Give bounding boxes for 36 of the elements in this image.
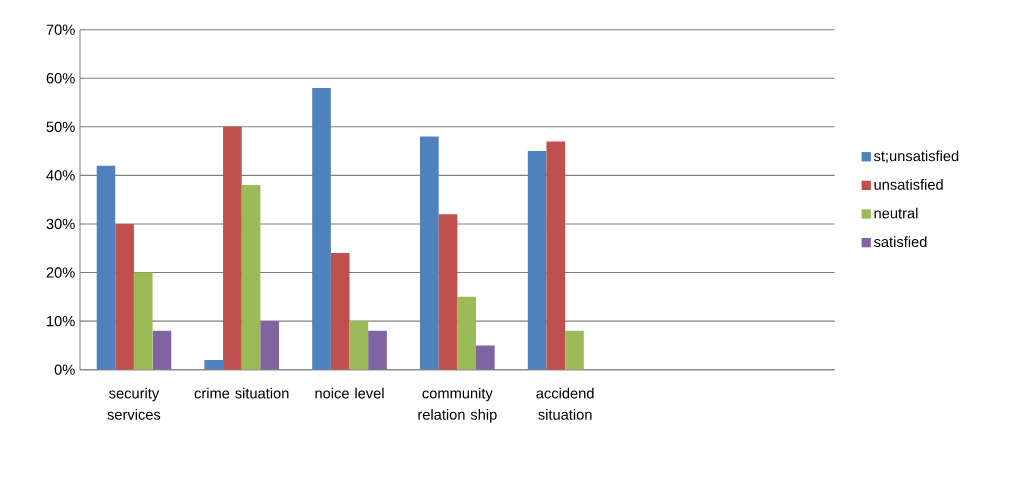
y-tick-label: 60% [46,73,75,84]
legend-label: neutral [874,207,918,219]
bar [476,345,495,370]
bar [420,136,439,370]
bar [260,321,280,370]
bar [527,151,547,370]
legend-label: satisfied [873,236,927,248]
bar [457,296,476,370]
y-tick-label: 40% [46,170,75,181]
x-tick-label: crime situation [194,387,289,399]
y-tick-label: 20% [46,267,75,278]
legend-label: unsatisfied [874,179,943,190]
bar [204,359,224,370]
x-tick-label: community relation ship [418,387,497,423]
x-tick-label: security services [107,387,161,420]
bar [312,87,331,370]
bar [152,330,172,370]
y-tick-label: 30% [46,218,75,230]
legend-label: st;unsatisfied [873,150,959,163]
bar [546,141,566,370]
bar [133,272,153,370]
x-tick-label: noice level [315,387,384,399]
x-tick-label: accidend situation [536,387,594,420]
bar [241,185,261,370]
bar [368,330,387,370]
bar [96,165,116,370]
y-tick-label: 70% [46,24,75,35]
bar [349,321,369,370]
bar [330,253,350,370]
bar [115,223,134,370]
y-tick-label: 0% [54,364,75,375]
y-tick-label: 10% [47,315,75,327]
y-tick-label: 50% [46,121,75,133]
bar [565,330,584,370]
bar [438,214,458,370]
bar [223,126,242,370]
